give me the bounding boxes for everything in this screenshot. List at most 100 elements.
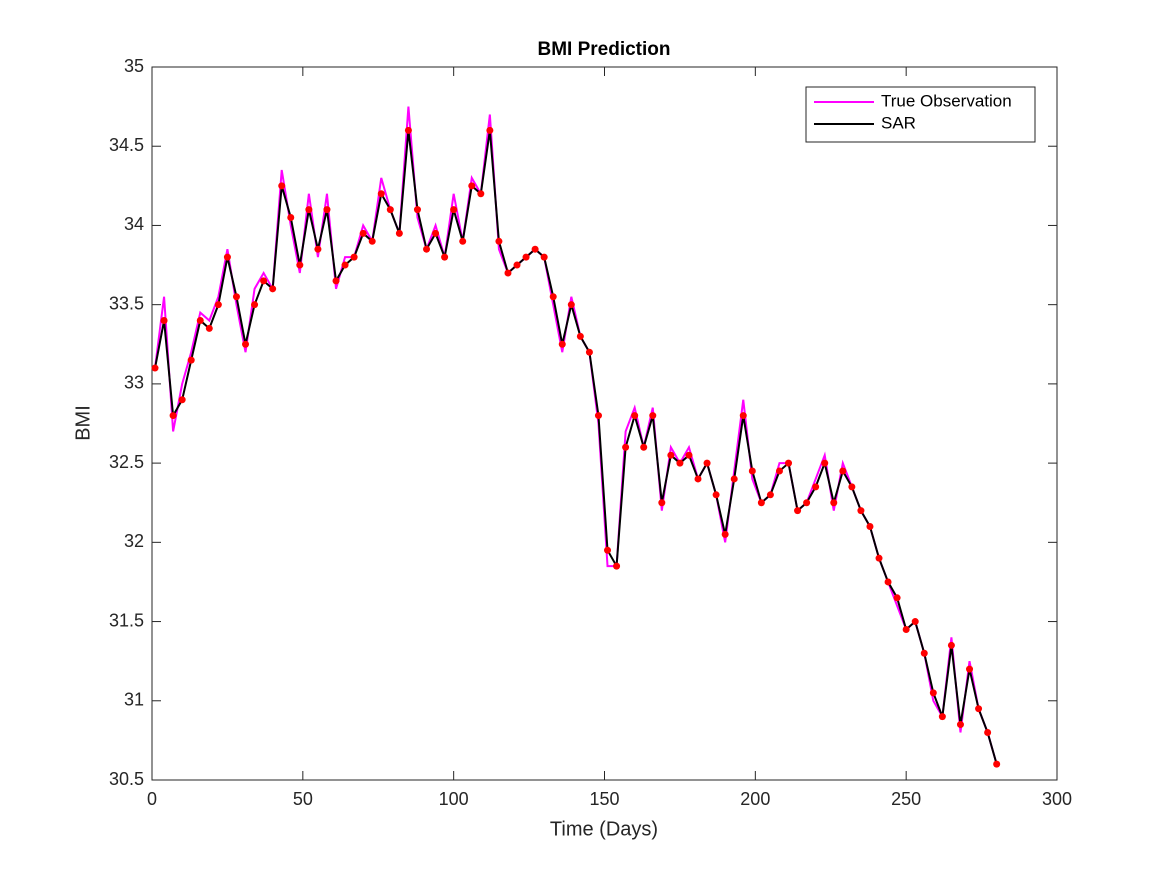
data-point <box>703 459 711 467</box>
data-point <box>151 364 159 372</box>
data-point <box>938 713 946 721</box>
data-point <box>404 126 412 134</box>
data-point <box>685 451 693 459</box>
data-point <box>450 206 458 214</box>
data-point <box>377 190 385 198</box>
x-tick-label: 200 <box>740 789 770 809</box>
data-point <box>269 285 277 293</box>
data-point <box>296 261 304 269</box>
data-point <box>178 396 186 404</box>
y-tick-label: 33 <box>124 373 144 393</box>
data-point <box>214 301 222 309</box>
data-point <box>667 451 675 459</box>
data-point <box>613 562 621 570</box>
data-point <box>169 412 177 420</box>
data-point <box>323 206 331 214</box>
legend-label: True Observation <box>881 91 1012 110</box>
data-point <box>911 618 919 626</box>
data-point <box>857 507 865 515</box>
series-line <box>154 130 998 765</box>
data-point <box>395 229 403 237</box>
data-point <box>902 625 910 633</box>
data-point <box>649 412 657 420</box>
x-tick-label: 150 <box>589 789 619 809</box>
data-point <box>947 641 955 649</box>
data-point <box>359 229 367 237</box>
data-point <box>594 412 602 420</box>
x-tick-label: 100 <box>439 789 469 809</box>
data-point <box>576 332 584 340</box>
data-point <box>766 491 774 499</box>
data-point <box>513 261 521 269</box>
data-point <box>730 475 738 483</box>
data-point <box>803 499 811 507</box>
data-point <box>522 253 530 261</box>
x-tick-label: 250 <box>891 789 921 809</box>
data-point <box>468 182 476 190</box>
data-point <box>739 412 747 420</box>
x-tick-label: 0 <box>147 789 157 809</box>
data-point <box>350 253 358 261</box>
data-point <box>775 467 783 475</box>
plot-area <box>151 66 1058 781</box>
data-point <box>368 237 376 245</box>
data-point <box>332 277 340 285</box>
data-point <box>839 467 847 475</box>
data-point <box>604 546 612 554</box>
y-axis-label: BMI <box>72 405 94 441</box>
data-point <box>251 301 259 309</box>
data-point <box>929 689 937 697</box>
data-point <box>676 459 684 467</box>
data-point <box>242 340 250 348</box>
y-tick-label: 32.5 <box>109 452 144 472</box>
data-point <box>305 206 313 214</box>
data-point <box>413 206 421 214</box>
data-point <box>993 760 1001 768</box>
data-point <box>495 237 503 245</box>
data-point <box>721 530 729 538</box>
data-point <box>984 728 992 736</box>
y-tick-label: 31 <box>124 690 144 710</box>
data-point <box>386 206 394 214</box>
data-point <box>260 277 268 285</box>
y-tick-label: 32 <box>124 531 144 551</box>
data-point <box>196 317 204 325</box>
x-tick-label: 300 <box>1042 789 1072 809</box>
data-point <box>830 499 838 507</box>
data-point <box>278 182 286 190</box>
data-point <box>866 522 874 530</box>
data-point <box>848 483 856 491</box>
y-tick-label: 31.5 <box>109 610 144 630</box>
data-point <box>441 253 449 261</box>
legend-box <box>805 86 1036 143</box>
data-point <box>531 245 539 253</box>
data-point <box>549 293 557 301</box>
data-point <box>585 348 593 356</box>
data-point <box>794 507 802 515</box>
data-point <box>232 293 240 301</box>
data-point <box>622 443 630 451</box>
data-point <box>223 253 231 261</box>
y-tick-label: 34 <box>124 214 144 234</box>
y-tick-label: 35 <box>124 56 144 76</box>
data-point <box>893 594 901 602</box>
data-point <box>785 459 793 467</box>
data-point <box>694 475 702 483</box>
data-point <box>187 356 195 364</box>
data-point <box>712 491 720 499</box>
data-point <box>558 340 566 348</box>
data-point <box>567 301 575 309</box>
chart-title: BMI Prediction <box>537 39 670 60</box>
legend-label: SAR <box>881 113 916 132</box>
data-point <box>748 467 756 475</box>
y-tick-label: 34.5 <box>109 135 144 155</box>
data-point <box>423 245 431 253</box>
data-point <box>757 499 765 507</box>
data-point <box>486 126 494 134</box>
data-point <box>504 269 512 277</box>
data-point <box>658 499 666 507</box>
data-point <box>640 443 648 451</box>
data-point <box>540 253 548 261</box>
